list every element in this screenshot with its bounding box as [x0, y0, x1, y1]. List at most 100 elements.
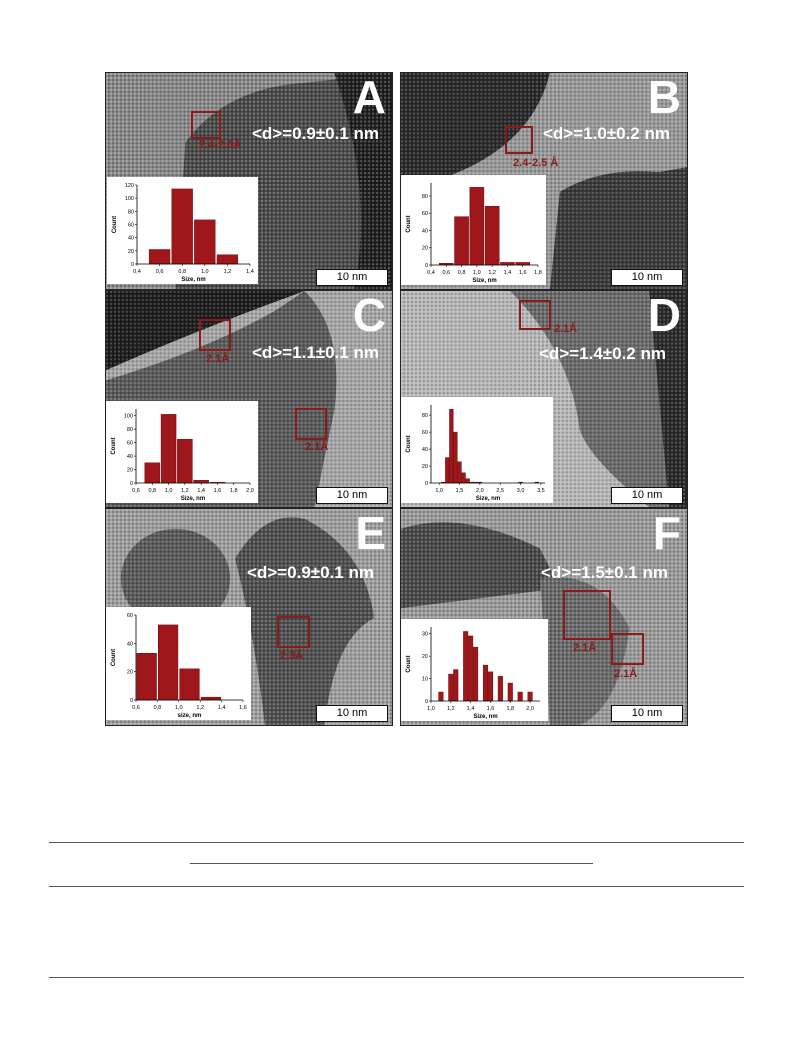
panel-c: C <d>=1.1±0.1 nm 2.1Å 2.1Å 0,6 0,8 1,0 1,2 1… [105, 290, 393, 508]
histogram-bar [449, 408, 454, 484]
y-axis-label: Count [111, 649, 117, 666]
roi-label: 2.1Å [206, 353, 230, 365]
x-tick-label: 1,6 [519, 270, 527, 276]
x-tick-label: 0,4 [133, 269, 141, 275]
roi-label: 2.1Å [305, 441, 329, 453]
x-tick-label: 0,8 [458, 270, 466, 276]
y-tick-label: 40 [422, 447, 428, 453]
y-tick-label: 100 [125, 196, 134, 202]
x-tick-label: 3,0 [517, 488, 525, 494]
histogram-inset: 0,6 0,8 1,0 1,2 1,4 1,6 0 20 40 60 size, nm Count [106, 607, 251, 720]
panel-b: B <d>=1.0±0.2 nm 2.4-2.5 Å 0,4 0,6 0,8 1,0 1… [400, 72, 688, 290]
x-tick-label: 1,0 [201, 269, 209, 275]
y-tick-label: 10 [422, 677, 428, 683]
histogram-bar [453, 431, 458, 484]
histogram: 1,0 1,5 2,0 2,5 3,0 3,5 0 20 40 60 80 Size, nm Count [406, 405, 545, 502]
panel-letter: C [352, 290, 386, 341]
x-tick-label: 1,2 [224, 269, 232, 275]
y-tick-label: 40 [127, 641, 133, 647]
scale-bar: 10 nm [611, 269, 683, 286]
panel-letter: F [652, 508, 681, 559]
histogram-bar [484, 206, 500, 266]
scale-bar: 10 nm [611, 487, 683, 504]
y-axis-label: Count [406, 435, 412, 452]
histogram: 0,4 0,6 0,8 1,0 1,2 1,4 0 20 40 60 80 100 120 Size, n… [112, 183, 254, 283]
x-tick-label: 1,2 [488, 270, 496, 276]
roi-box [505, 126, 533, 154]
roi-label: 2.1Å [614, 668, 638, 680]
y-tick-label: 20 [422, 654, 428, 660]
histogram-bar [194, 219, 216, 265]
x-tick-label: 1,0 [427, 706, 435, 712]
y-tick-label: 20 [422, 464, 428, 470]
histogram: 1,0 1,2 1,4 1,6 1,8 2,0 0 10 20 30 Size, nm Count [406, 627, 540, 720]
y-tick-label: 60 [422, 430, 428, 436]
x-axis-label: Size, nm [472, 278, 496, 284]
x-tick-label: 1,4 [197, 488, 205, 494]
panel-letter: B [647, 72, 681, 123]
tem-figure: A <d>=0.9±0.1 nm 2.4-2.6Å 0,4 0,6 0,8 1,0 1,… [105, 72, 688, 726]
mean-diameter: <d>=1.5±0.1 nm [541, 563, 668, 582]
y-tick-label: 20 [128, 249, 134, 255]
y-tick-label: 0 [425, 699, 428, 705]
y-tick-label: 60 [128, 223, 134, 229]
histogram-bar [216, 254, 239, 265]
mean-diameter: <d>=1.1±0.1 nm [252, 343, 379, 362]
x-axis-label: Size, nm [181, 277, 205, 283]
histogram-bar [193, 480, 209, 484]
x-axis-label: Size, nm [181, 496, 205, 502]
panel-e: E <d>=0.9±0.1 nm 2.3Å 0,6 0,8 1,0 1,2 1,4 1,6… [105, 508, 393, 726]
histogram-bar [177, 439, 193, 484]
y-tick-label: 0 [130, 698, 133, 704]
x-tick-label: 1,4 [504, 270, 512, 276]
table-bottom-rule [49, 977, 744, 978]
y-tick-label: 40 [128, 236, 134, 242]
histogram-inset: 1,0 1,2 1,4 1,6 1,8 2,0 0 10 20 30 Size, nm Count [401, 619, 548, 721]
y-tick-label: 0 [131, 262, 134, 268]
x-tick-label: 1,6 [487, 706, 495, 712]
mean-diameter: <d>=1.4±0.2 nm [539, 344, 666, 363]
y-tick-label: 120 [125, 183, 134, 189]
histogram-bar [453, 669, 459, 702]
x-tick-label: 1,2 [181, 488, 189, 494]
histogram-bar [482, 664, 489, 702]
histogram-inset: 0,4 0,6 0,8 1,0 1,2 1,4 0 20 40 60 80 100 120 Size, n… [107, 177, 258, 284]
x-tick-label: 1,4 [246, 269, 254, 275]
y-tick-label: 0 [425, 263, 428, 269]
y-tick-label: 40 [422, 228, 428, 234]
mean-diameter: <d>=0.9±0.1 nm [252, 124, 379, 143]
y-tick-label: 60 [127, 613, 133, 619]
roi-label: 2.1Å [554, 323, 578, 335]
y-axis-label: Count [111, 437, 117, 454]
x-tick-label: 1,6 [239, 705, 247, 711]
x-tick-label: 1,8 [230, 488, 238, 494]
scale-bar: 10 nm [316, 487, 388, 504]
x-tick-label: 1,2 [196, 705, 204, 711]
histogram-bar [148, 249, 171, 265]
y-tick-label: 80 [127, 427, 133, 433]
y-axis-label: Count [112, 216, 118, 233]
histogram: 0,4 0,6 0,8 1,0 1,2 1,4 1,6 1,8 0 20 40 60 80 Size, n… [406, 183, 542, 284]
roi-box [611, 633, 644, 665]
y-tick-label: 40 [127, 454, 133, 460]
histogram-bar [461, 472, 466, 484]
x-tick-label: 0,6 [156, 269, 164, 275]
histogram-inset: 0,6 0,8 1,0 1,2 1,4 1,6 1,8 2,0 0 20 40 60 80 100 Size… [106, 401, 258, 503]
histogram-bar [179, 668, 200, 701]
panel-letter: E [355, 508, 386, 559]
scale-bar: 10 nm [316, 705, 388, 722]
y-tick-label: 20 [127, 670, 133, 676]
histogram-bar [507, 682, 513, 702]
y-axis-label: Count [406, 655, 412, 672]
x-tick-label: 0,8 [148, 488, 156, 494]
histogram-bar [171, 188, 193, 265]
histogram-bar [144, 462, 161, 484]
y-tick-label: 80 [422, 413, 428, 419]
x-axis-label: Size, nm [476, 496, 500, 502]
histogram-bar [465, 478, 470, 484]
histogram-bar [457, 461, 462, 484]
histogram-bar [448, 673, 454, 702]
y-tick-label: 0 [425, 481, 428, 487]
x-tick-label: 2,0 [526, 706, 534, 712]
histogram: 0,6 0,8 1,0 1,2 1,4 1,6 1,8 2,0 0 20 40 60 80 100 Size… [111, 409, 254, 502]
